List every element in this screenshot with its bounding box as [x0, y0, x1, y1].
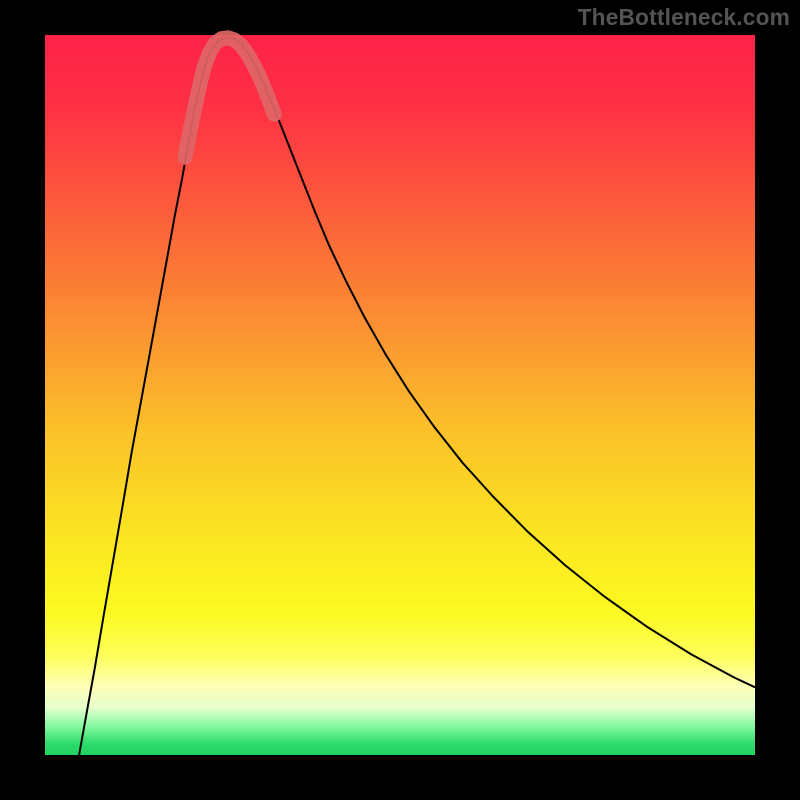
chart-plot-background — [45, 35, 755, 755]
bottleneck-chart — [0, 0, 800, 800]
watermark-text: TheBottleneck.com — [578, 4, 790, 31]
